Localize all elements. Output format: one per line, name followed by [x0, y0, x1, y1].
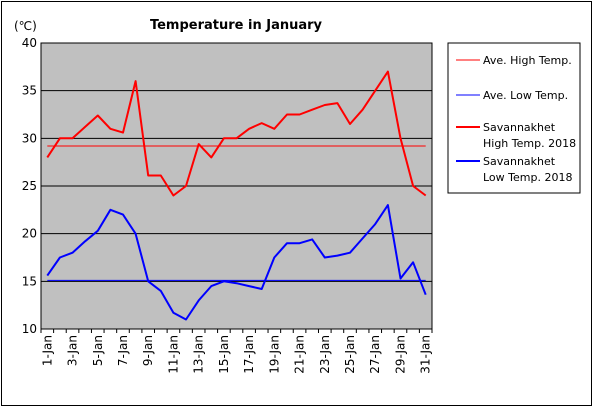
- x-tick-label: 1-Jan: [40, 335, 54, 366]
- y-tick-label: 10: [22, 322, 37, 336]
- x-tick-label: 21-Jan: [293, 335, 307, 374]
- legend-label-1: Ave. High Temp.: [483, 54, 572, 67]
- y-tick-label: 15: [22, 274, 37, 288]
- x-tick-label: 31-Jan: [419, 335, 433, 374]
- legend-label-4: Savannakhet: [483, 155, 556, 168]
- y-tick-label: 20: [22, 227, 37, 241]
- legend-box: [447, 42, 581, 194]
- y-tick-label: 35: [22, 84, 37, 98]
- legend-label-3: Savannakhet: [483, 121, 556, 134]
- chart-title: Temperature in January: [150, 18, 323, 33]
- x-tick-label: 19-Jan: [267, 335, 281, 374]
- x-tick-label: 27-Jan: [368, 335, 382, 374]
- series-line-4: [46, 204, 427, 321]
- x-tick-label: 3-Jan: [66, 335, 80, 366]
- x-tick-label: 5-Jan: [91, 335, 105, 366]
- x-axis-ticks: 1-Jan 3-Jan 5-Jan 7-Jan 9-Jan 11-Jan 13-Jan 15-…: [40, 329, 433, 374]
- x-tick-label: 17-Jan: [242, 335, 256, 374]
- legend: Ave. High Temp. Ave. Low Temp. Savannakhet…: [456, 54, 576, 184]
- y-axis-ticks: 10 15 20 25 30 35 40: [22, 36, 37, 336]
- x-tick-label: 7-Jan: [116, 335, 130, 366]
- x-tick-label: 13-Jan: [192, 335, 206, 374]
- y-tick-label: 25: [22, 179, 37, 193]
- x-tick-label: 29-Jan: [393, 335, 407, 374]
- y-tick-label: 30: [22, 131, 37, 145]
- legend-label-3: High Temp. 2018: [483, 137, 576, 150]
- x-tick-label: 23-Jan: [318, 335, 332, 374]
- x-tick-label: 15-Jan: [217, 335, 231, 374]
- x-tick-label: 11-Jan: [166, 335, 180, 374]
- series-lines: [46, 70, 427, 321]
- x-tick-label: 25-Jan: [343, 335, 357, 374]
- legend-label-2: Ave. Low Temp.: [483, 89, 568, 102]
- x-tick-label: 9-Jan: [141, 335, 155, 366]
- series-line-3: [46, 70, 427, 197]
- legend-label-4: Low Temp. 2018: [483, 171, 572, 184]
- y-tick-label: 40: [22, 36, 37, 50]
- gridlines: [41, 90, 432, 282]
- y-axis-unit: (℃): [14, 19, 37, 33]
